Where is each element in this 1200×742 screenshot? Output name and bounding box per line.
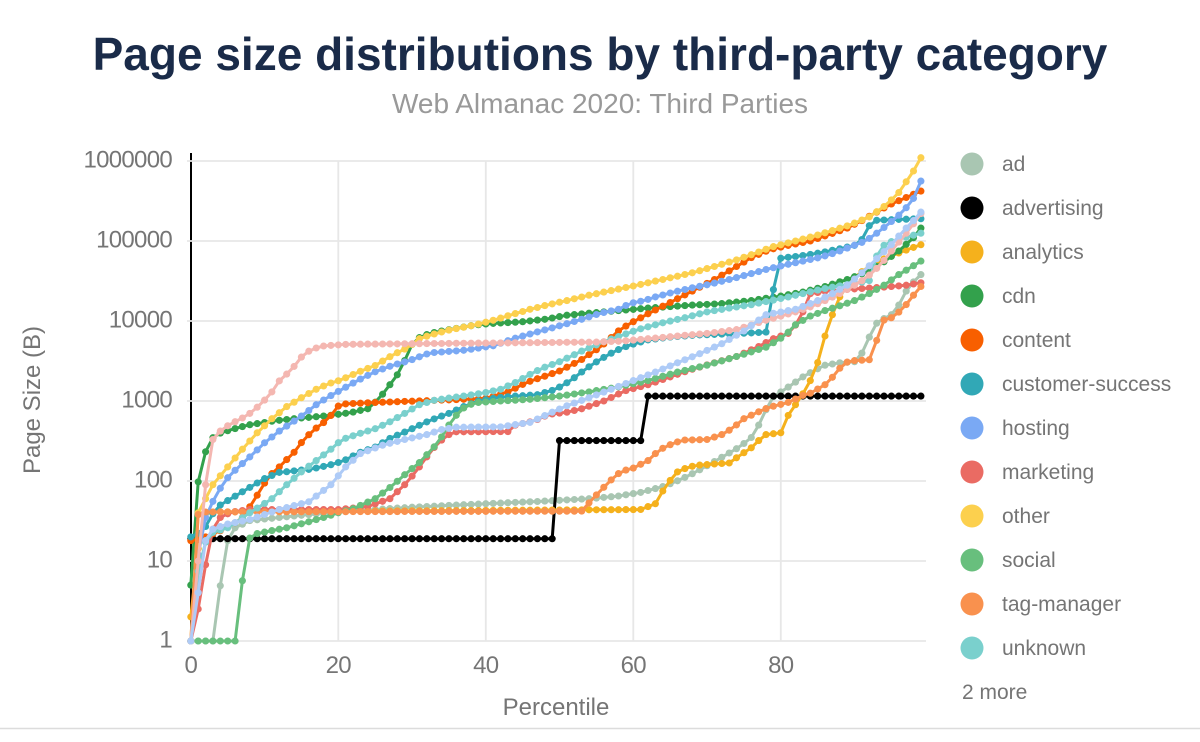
svg-text:Page size distributions by thi: Page size distributions by third-party c…: [93, 28, 1108, 80]
svg-text:other: other: [1002, 505, 1050, 528]
svg-text:Web Almanac 2020: Third Partie: Web Almanac 2020: Third Parties: [392, 88, 808, 119]
svg-text:social: social: [1002, 549, 1056, 572]
svg-text:tag-manager: tag-manager: [1002, 593, 1121, 616]
svg-text:1000: 1000: [121, 387, 172, 414]
svg-text:Page Size (B): Page Size (B): [19, 326, 46, 474]
svg-text:0: 0: [184, 652, 197, 679]
svg-text:advertising: advertising: [1002, 197, 1104, 220]
svg-text:customer-success: customer-success: [1002, 373, 1171, 396]
svg-text:unknown: unknown: [1002, 637, 1086, 660]
svg-text:hosting: hosting: [1002, 417, 1070, 440]
svg-text:10: 10: [147, 547, 173, 574]
svg-text:content: content: [1002, 329, 1071, 352]
svg-text:1000000: 1000000: [83, 147, 172, 174]
svg-text:analytics: analytics: [1002, 241, 1084, 264]
svg-text:40: 40: [473, 652, 499, 679]
svg-text:60: 60: [621, 652, 647, 679]
svg-text:20: 20: [326, 652, 352, 679]
svg-text:marketing: marketing: [1002, 461, 1094, 484]
svg-text:cdn: cdn: [1002, 285, 1036, 308]
svg-text:80: 80: [768, 652, 794, 679]
svg-text:Percentile: Percentile: [503, 694, 610, 721]
svg-text:100: 100: [134, 467, 172, 494]
svg-text:ad: ad: [1002, 153, 1025, 176]
svg-text:1: 1: [159, 627, 172, 654]
svg-text:2 more: 2 more: [962, 681, 1027, 704]
svg-text:100000: 100000: [96, 227, 172, 254]
svg-text:10000: 10000: [109, 307, 173, 334]
